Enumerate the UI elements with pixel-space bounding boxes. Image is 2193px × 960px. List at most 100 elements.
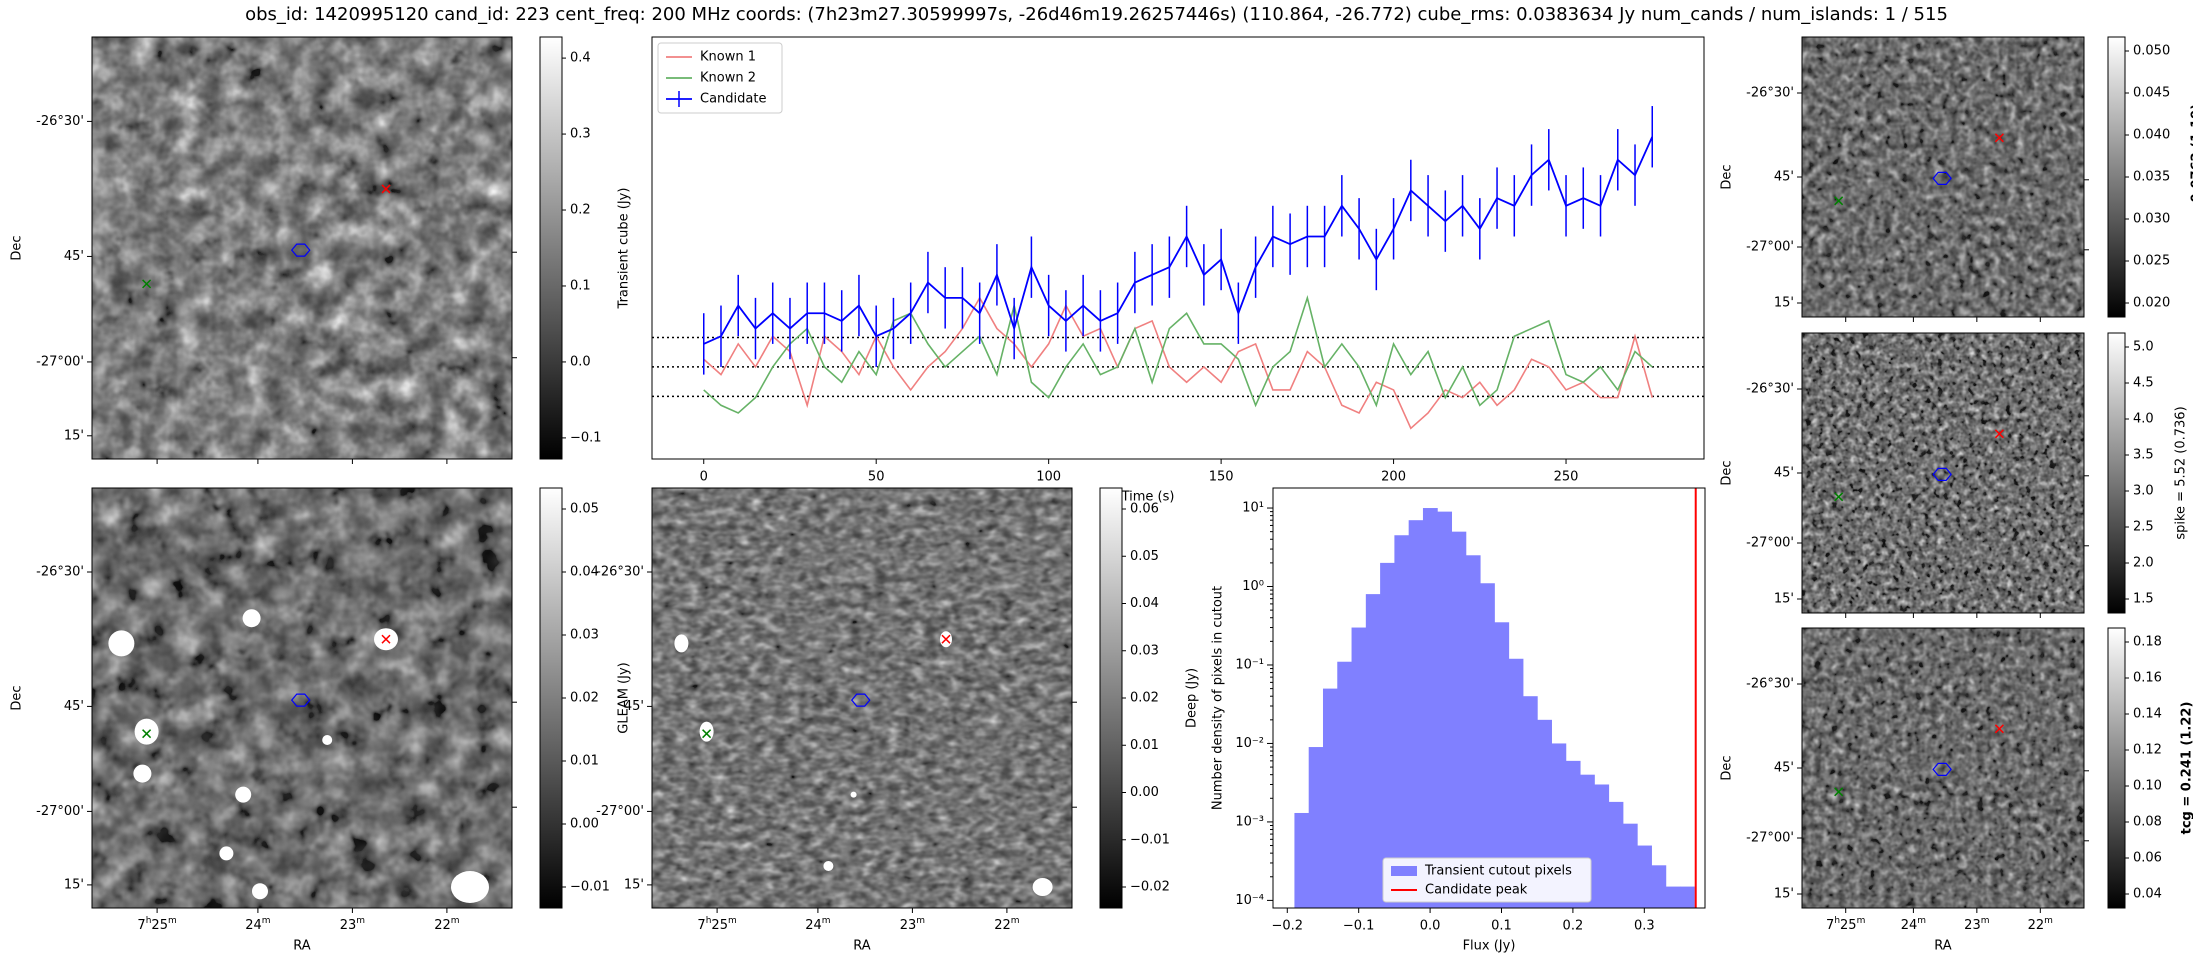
tcg-dec-axis-label: Dec bbox=[1720, 755, 1735, 780]
tcg-colorbar-tick-label: 0.16 bbox=[2133, 671, 2162, 686]
spike-dec-tick-label: 45' bbox=[1774, 466, 1794, 481]
transient-dec-tick-label: -27°00' bbox=[36, 354, 84, 369]
gleam-ra-axis-label: RA bbox=[293, 939, 311, 954]
deep-dec-tick-label: -26°30' bbox=[596, 565, 644, 580]
transient-colorbar-tick-label: 0.3 bbox=[570, 127, 591, 142]
gleam-bright-source bbox=[133, 764, 152, 783]
transient-dec-axis-label: Dec bbox=[10, 235, 25, 260]
transient-colorbar-tick-label: 0.1 bbox=[570, 278, 591, 293]
tcg-dec-tick-label: 45' bbox=[1774, 761, 1794, 776]
tcg-known1-marker bbox=[1994, 724, 2004, 734]
spike-dec-tick-label: -27°00' bbox=[1746, 536, 1794, 551]
legend-label-candidate-peak: Candidate peak bbox=[1425, 883, 1528, 898]
gleam-bright-source bbox=[252, 883, 268, 900]
rms-colorbar-label: rms = 0.0762 (1.19) bbox=[2190, 104, 2193, 250]
histogram-bar bbox=[1494, 622, 1510, 908]
gleam-known2-marker bbox=[142, 729, 152, 739]
histogram-x-tick-label: 0.1 bbox=[1491, 919, 1512, 934]
lightcurve-x-tick-label: 100 bbox=[1036, 470, 1061, 485]
deep-colorbar-tick-label: 0.03 bbox=[1130, 643, 1159, 658]
deep-ra-tick-label: 23m bbox=[900, 916, 925, 933]
tcg-colorbar-label: tcg = 0.241 (1.22) bbox=[2180, 702, 2193, 835]
gleam-bright-source bbox=[219, 846, 234, 861]
gleam-ra-tick-label: 24m bbox=[245, 916, 270, 933]
histogram-bar bbox=[1637, 845, 1652, 908]
spike-dec-tick-label: -26°30' bbox=[1746, 382, 1794, 397]
rms-dec-tick-label: -27°00' bbox=[1746, 240, 1794, 255]
histogram-x-tick-label: 0.2 bbox=[1563, 919, 1584, 934]
histogram-x-tick-label: −0.2 bbox=[1271, 919, 1303, 934]
histogram-bar bbox=[1422, 508, 1438, 908]
deep-candidate-contour bbox=[850, 693, 871, 707]
histogram-bar bbox=[1665, 886, 1681, 908]
rms-dec-axis-label: Dec bbox=[1720, 164, 1735, 189]
spike-colorbar-tick-label: 2.5 bbox=[2133, 520, 2154, 535]
lightcurve-frame bbox=[651, 36, 1705, 460]
tcg-dec-tick-label: -27°00' bbox=[1746, 831, 1794, 846]
deep-colorbar-tick-label: 0.02 bbox=[1130, 691, 1159, 706]
deep-colorbar-tick-label: 0.04 bbox=[1130, 596, 1159, 611]
rms-dec-tick-label: -26°30' bbox=[1746, 86, 1794, 101]
lightcurve-x-axis-label: Time (s) bbox=[1121, 490, 1175, 505]
spike-image-noise bbox=[1802, 333, 2084, 613]
deep-colorbar-tick-label: −0.01 bbox=[1130, 832, 1170, 847]
tcg-colorbar-tick-label: 0.12 bbox=[2133, 743, 2162, 758]
spike-colorbar bbox=[2107, 332, 2126, 614]
histogram-bar bbox=[1337, 661, 1353, 908]
rms-colorbar-tick-label: 0.050 bbox=[2133, 44, 2170, 59]
histogram-y-tick-label: 10¹ bbox=[1242, 501, 1264, 516]
deep-colorbar-label: Deep (Jy) bbox=[1185, 668, 1200, 728]
rms-colorbar-tick-label: 0.025 bbox=[2133, 254, 2170, 269]
gleam-known1-marker bbox=[381, 634, 391, 644]
deep-dec-tick-label: -27°00' bbox=[596, 804, 644, 819]
rms-dec-tick-label: 15' bbox=[1774, 296, 1794, 311]
gleam-bright-source bbox=[134, 718, 159, 745]
transient-known2-marker bbox=[142, 279, 152, 289]
tcg-ra-tick-label: 22m bbox=[2028, 916, 2053, 933]
histogram-bar bbox=[1451, 531, 1467, 908]
deep-colorbar-tick-label: 0.05 bbox=[1130, 549, 1159, 564]
gleam-dec-tick-label: 15' bbox=[64, 877, 84, 892]
legend-swatch-transient-cutout-pixels bbox=[1391, 866, 1417, 876]
gleam-colorbar-tick-label: 0.05 bbox=[570, 502, 599, 517]
spike-known1-marker bbox=[1994, 429, 2004, 439]
tcg-colorbar bbox=[2107, 627, 2126, 909]
transient-dec-tick-label: 15' bbox=[64, 428, 84, 443]
spike-candidate-contour bbox=[1932, 467, 1952, 481]
histogram-y-tick-label: 10⁻¹ bbox=[1235, 657, 1264, 672]
tcg-ra-tick-label: 7h25m bbox=[1826, 916, 1865, 933]
spike-dec-axis-label: Dec bbox=[1720, 460, 1735, 485]
gleam-colorbar-tick-label: −0.01 bbox=[570, 880, 610, 895]
histogram-y-tick-label: 10⁻³ bbox=[1235, 814, 1264, 829]
lightcurve-x-tick-label: 150 bbox=[1209, 470, 1234, 485]
deep-dec-tick-label: 45' bbox=[624, 699, 644, 714]
rms-colorbar-tick-label: 0.030 bbox=[2133, 212, 2170, 227]
histogram-bar bbox=[1322, 688, 1338, 908]
gleam-ra-tick-label: 23m bbox=[340, 916, 365, 933]
transient-colorbar-tick-label: 0.4 bbox=[570, 51, 591, 66]
tcg-dec-tick-label: 15' bbox=[1774, 887, 1794, 902]
rms-candidate-contour bbox=[1932, 171, 1952, 185]
gleam-bright-source bbox=[242, 609, 261, 628]
histogram-bar bbox=[1408, 520, 1424, 908]
deep-ra-axis-label: RA bbox=[853, 939, 871, 954]
spike-dec-tick-label: 15' bbox=[1774, 592, 1794, 607]
transient-dec-tick-label: -26°30' bbox=[36, 114, 84, 129]
transient-image-noise bbox=[92, 37, 512, 459]
rms-known1-marker bbox=[1994, 133, 2004, 143]
lightcurve-x-tick-label: 50 bbox=[868, 470, 885, 485]
deep-bright-source bbox=[674, 634, 689, 653]
lightcurve-legend-box bbox=[657, 42, 783, 114]
spike-colorbar-tick-label: 4.0 bbox=[2133, 412, 2154, 427]
legend-label-known-1: Known 1 bbox=[700, 50, 756, 65]
deep-bright-source bbox=[823, 861, 834, 871]
histogram-bar bbox=[1437, 511, 1453, 908]
transient-colorbar-label: Transient cube (Jy) bbox=[617, 188, 632, 310]
spike-colorbar-tick-label: 4.5 bbox=[2133, 376, 2154, 391]
spike-colorbar-tick-label: 3.5 bbox=[2133, 448, 2154, 463]
gleam-dec-tick-label: -26°30' bbox=[36, 565, 84, 580]
rms-known2-marker bbox=[1834, 196, 1844, 206]
gleam-image-noise bbox=[92, 488, 512, 908]
histogram-y-tick-label: 10⁻² bbox=[1235, 736, 1264, 751]
